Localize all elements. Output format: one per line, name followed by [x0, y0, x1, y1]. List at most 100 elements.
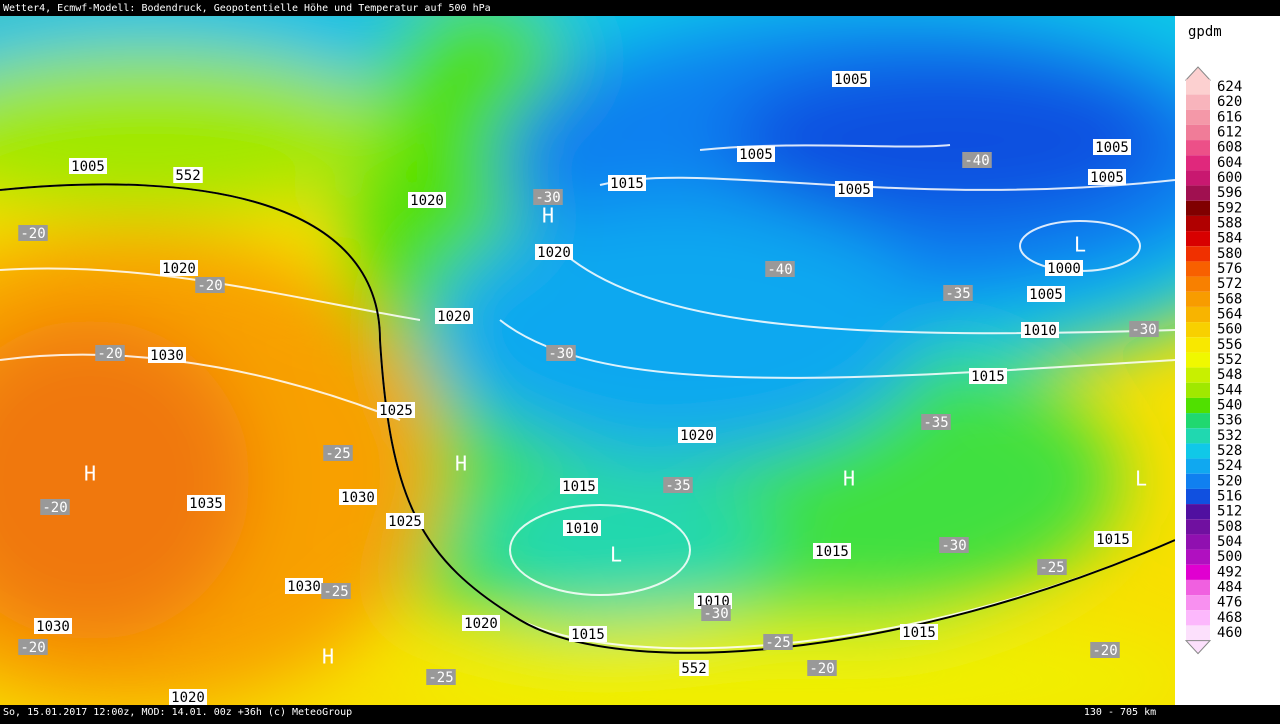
isobar-label-box [832, 71, 870, 87]
temperature-label: -25 [428, 670, 453, 686]
legend-swatch [1186, 534, 1210, 550]
pressure-center: H [455, 452, 467, 476]
isobar-label: 1015 [815, 544, 849, 560]
pressure-center: H [322, 645, 334, 669]
legend-swatch [1186, 79, 1210, 95]
isobar-label-box [69, 158, 107, 174]
isobar-label-box [435, 308, 473, 324]
temperature-label-box [765, 261, 795, 277]
isobar-label-box [160, 260, 198, 276]
temperature-label-box [321, 583, 351, 599]
isobar-label-box [339, 489, 377, 505]
temperature-label: -30 [941, 538, 966, 554]
temperature-label-box [701, 605, 731, 621]
isobar-label: 1030 [287, 579, 321, 595]
legend-swatch [1186, 458, 1210, 474]
legend-level: 616 [1217, 109, 1242, 125]
isobar-label-box [462, 615, 500, 631]
legend-level: 528 [1217, 443, 1242, 459]
pressure-center: L [1074, 233, 1086, 257]
temperature-label-box [807, 660, 837, 676]
legend-level: 460 [1217, 625, 1242, 641]
legend-level: 600 [1217, 170, 1242, 186]
isobar-label: 1020 [437, 309, 471, 325]
isobar-label: 1020 [162, 261, 196, 277]
legend-level: 620 [1217, 94, 1242, 110]
isobar-label: 1005 [71, 159, 105, 175]
legend-swatch [1186, 382, 1210, 398]
legend-level: 552 [1217, 352, 1242, 368]
isobar-label-box [169, 689, 207, 705]
legend-level: 560 [1217, 322, 1242, 338]
temperature-label-box [1090, 642, 1120, 658]
temperature-label-box [763, 634, 793, 650]
legend-swatch [1186, 337, 1210, 353]
temperature-label-box [533, 189, 563, 205]
temperature-label-box [18, 225, 48, 241]
legend-level: 468 [1217, 610, 1242, 626]
isobar-label: 1015 [610, 176, 644, 192]
legend-swatch [1186, 519, 1210, 535]
legend-swatch [1186, 246, 1210, 262]
legend-level: 500 [1217, 549, 1242, 565]
isobar-label: 1025 [379, 403, 413, 419]
legend-swatch [1186, 504, 1210, 520]
legend-level: 536 [1217, 413, 1242, 429]
temperature-label: -25 [323, 584, 348, 600]
legend-swatch [1186, 109, 1210, 125]
legend-level: 612 [1217, 125, 1242, 141]
legend-level: 516 [1217, 489, 1242, 505]
legend-swatch [1186, 367, 1210, 383]
legend-swatch [1186, 595, 1210, 611]
isobar-label: 1020 [410, 193, 444, 209]
isobar-label: 1005 [1090, 170, 1124, 186]
isobar-label-box [1088, 169, 1126, 185]
legend-swatch [1186, 306, 1210, 323]
temperature-label: -35 [665, 478, 690, 494]
isobar-label-box [569, 626, 607, 642]
legend-level: 604 [1217, 155, 1242, 171]
isobar-label-box [34, 618, 72, 634]
temperature-label-box [962, 152, 992, 168]
isobar-label-box [377, 402, 415, 418]
legend-level: 564 [1217, 307, 1242, 323]
legend-swatch [1186, 564, 1210, 580]
isobar-label-box [835, 181, 873, 197]
isobar-label-box [679, 660, 709, 676]
temperature-label: -35 [923, 415, 948, 431]
isobar-label: 552 [175, 168, 200, 184]
footer-run: So, 15.01.2017 12:00z, MOD: 14.01. 00z +… [3, 707, 352, 718]
isobar-label-box [608, 175, 646, 191]
isobar-label-box [148, 347, 186, 363]
legend-swatch [1186, 625, 1210, 641]
isobar-label: 1015 [1096, 532, 1130, 548]
temperature-label: -30 [535, 190, 560, 206]
legend-level: 548 [1217, 367, 1242, 383]
temperature-label: -20 [809, 661, 834, 677]
legend-swatch [1186, 170, 1210, 186]
legend-level: 540 [1217, 398, 1242, 414]
title-bar [0, 0, 1280, 16]
isobar-label: 1005 [834, 72, 868, 88]
legend-swatch [1186, 579, 1210, 596]
isobar-label-box [563, 520, 601, 536]
legend-swatch [1186, 322, 1210, 338]
temperature-label: -30 [548, 346, 573, 362]
legend-swatch [1186, 231, 1210, 247]
isobar-label-box [187, 495, 225, 511]
isobar-label-box [678, 427, 716, 443]
legend-level: 596 [1217, 185, 1242, 201]
temperature-label-box [323, 445, 353, 461]
temperature-label-box [1129, 321, 1159, 337]
legend-swatch [1186, 610, 1210, 626]
temperature-label: -30 [703, 606, 728, 622]
isobar-label-box [1093, 139, 1131, 155]
isobar-label: 1005 [1095, 140, 1129, 156]
legend-level: 512 [1217, 504, 1242, 520]
temperature-label: -20 [20, 640, 45, 656]
isobar-label-box [1027, 286, 1065, 302]
isobar-label: 1000 [1047, 261, 1081, 277]
title: Wetter4, Ecmwf-Modell: Bodendruck, Geopo… [3, 3, 491, 14]
